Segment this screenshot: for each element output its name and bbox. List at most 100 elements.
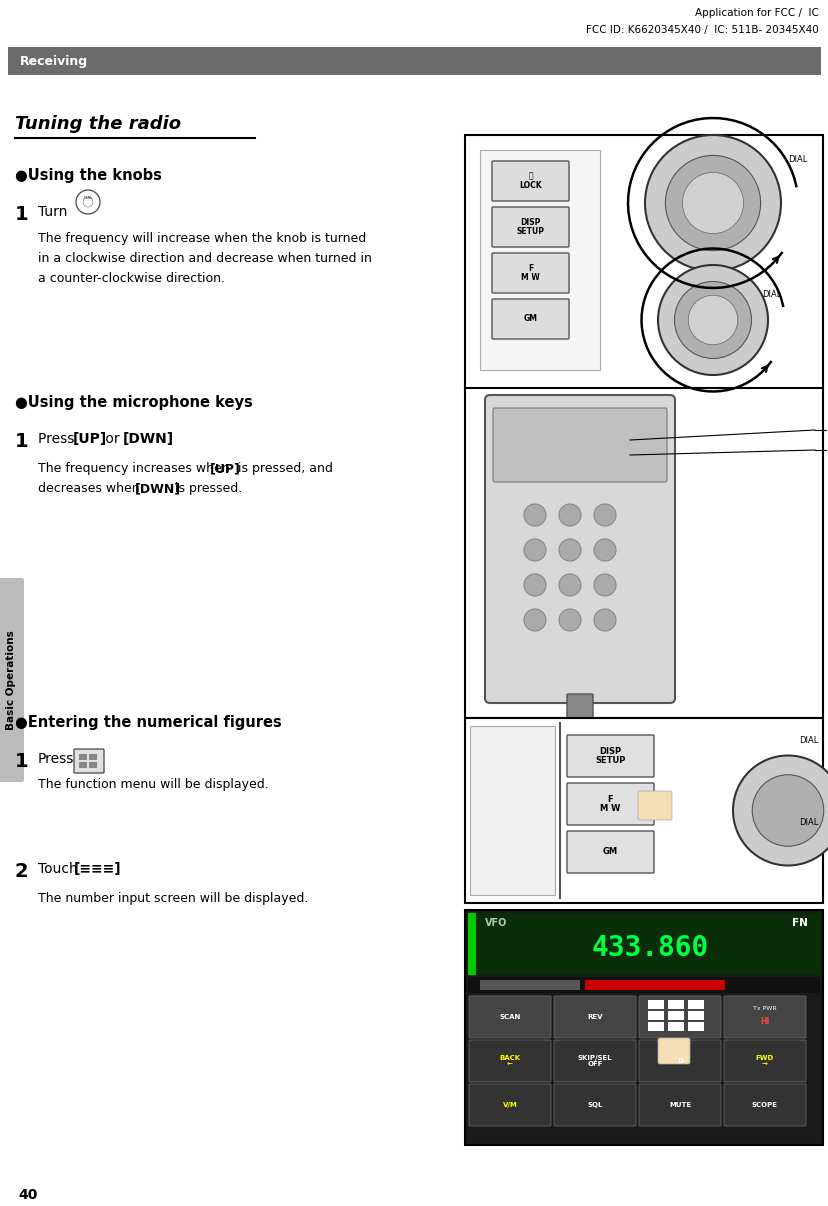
Text: or: or [101, 432, 124, 446]
Bar [647, 1011, 663, 1020]
Text: DISP
SETUP: DISP SETUP [595, 747, 625, 766]
Text: DISP
SETUP: DISP SETUP [516, 217, 544, 236]
Text: SKIP/SEL
OFF: SKIP/SEL OFF [577, 1055, 612, 1067]
Circle shape [751, 774, 823, 847]
Text: D: D [676, 1058, 682, 1064]
Circle shape [594, 539, 615, 561]
Text: ⋮⋮: ⋮⋮ [672, 1014, 686, 1020]
FancyBboxPatch shape [723, 1084, 805, 1126]
Text: is pressed, and: is pressed, and [233, 462, 333, 475]
Text: 1: 1 [15, 432, 29, 451]
Bar [667, 1021, 683, 1031]
FancyBboxPatch shape [566, 783, 653, 825]
Text: [DWN]: [DWN] [135, 482, 181, 494]
Bar [687, 1021, 703, 1031]
FancyBboxPatch shape [469, 1084, 551, 1126]
FancyBboxPatch shape [566, 693, 592, 724]
Text: DIAL: DIAL [787, 156, 806, 164]
FancyBboxPatch shape [553, 1040, 635, 1082]
Bar [468, 913, 475, 974]
FancyBboxPatch shape [553, 996, 635, 1038]
Circle shape [674, 281, 751, 358]
Text: SCOPE: SCOPE [751, 1102, 777, 1108]
Text: 2: 2 [15, 862, 29, 882]
FancyBboxPatch shape [469, 996, 551, 1038]
FancyBboxPatch shape [491, 207, 568, 247]
Circle shape [657, 265, 767, 375]
Text: 1: 1 [15, 753, 29, 771]
FancyBboxPatch shape [491, 160, 568, 201]
Text: The number input screen will be displayed.: The number input screen will be displaye… [38, 892, 308, 904]
Text: Press: Press [38, 753, 75, 766]
FancyBboxPatch shape [566, 831, 653, 873]
FancyBboxPatch shape [723, 996, 805, 1038]
Bar [667, 1000, 683, 1009]
Bar [89, 754, 97, 760]
Text: The function menu will be displayed.: The function menu will be displayed. [38, 778, 268, 791]
Text: The frequency will increase when the knob is turned: The frequency will increase when the kno… [38, 232, 366, 245]
Circle shape [523, 609, 546, 631]
FancyBboxPatch shape [638, 1084, 720, 1126]
Bar [585, 980, 724, 990]
Circle shape [558, 609, 580, 631]
FancyBboxPatch shape [638, 1040, 720, 1082]
Bar [469, 726, 554, 895]
Circle shape [732, 755, 828, 866]
Bar [465, 135, 822, 390]
Bar [465, 718, 822, 903]
Text: [DWN]: [DWN] [123, 432, 174, 446]
Circle shape [558, 539, 580, 561]
Text: DIAL: DIAL [83, 197, 93, 200]
Circle shape [665, 156, 759, 251]
FancyBboxPatch shape [553, 1084, 635, 1126]
Text: Application for FCC /  IC: Application for FCC / IC [695, 8, 818, 18]
Circle shape [523, 574, 546, 596]
FancyBboxPatch shape [638, 791, 672, 820]
Text: F
M W: F M W [599, 795, 620, 813]
Text: ⏻
LOCK: ⏻ LOCK [518, 171, 542, 191]
Text: MUTE: MUTE [668, 1102, 691, 1108]
Text: DIAL: DIAL [797, 818, 817, 827]
FancyBboxPatch shape [493, 408, 667, 482]
Text: FCC ID: K6620345X40 /  IC: 511B- 20345X40: FCC ID: K6620345X40 / IC: 511B- 20345X40 [585, 25, 818, 35]
Text: FWD
→: FWD → [755, 1055, 773, 1067]
Bar [465, 911, 822, 1144]
Text: SCAN: SCAN [498, 1014, 520, 1020]
Text: ●Using the knobs: ●Using the knobs [15, 168, 161, 183]
Text: UP: UP [827, 445, 828, 455]
Circle shape [558, 504, 580, 526]
Text: ●Using the microphone keys: ●Using the microphone keys [15, 396, 253, 410]
Circle shape [687, 295, 737, 345]
FancyBboxPatch shape [74, 749, 104, 773]
Bar [647, 1021, 663, 1031]
Text: The frequency increases when: The frequency increases when [38, 462, 233, 475]
Text: Receiving: Receiving [20, 54, 88, 68]
Bar [89, 762, 97, 768]
Bar [479, 150, 599, 370]
Text: Tx PWR: Tx PWR [753, 1007, 776, 1012]
Text: [UP]: [UP] [73, 432, 107, 446]
Text: a counter-clockwise direction.: a counter-clockwise direction. [38, 273, 224, 285]
Text: 433.860: 433.860 [590, 933, 708, 962]
Circle shape [644, 135, 780, 271]
Bar [479, 980, 580, 990]
Text: HI: HI [759, 1018, 768, 1026]
Text: F
M W: F M W [521, 264, 539, 282]
Text: REV: REV [586, 1014, 602, 1020]
Text: VFO: VFO [484, 918, 507, 927]
Circle shape [681, 172, 743, 234]
Bar [667, 1011, 683, 1020]
Circle shape [523, 504, 546, 526]
Bar [465, 388, 822, 718]
FancyBboxPatch shape [491, 253, 568, 293]
Text: FN: FN [792, 918, 807, 927]
Bar [79, 754, 87, 760]
Text: [≡≡≡]: [≡≡≡] [74, 862, 122, 876]
Text: 1: 1 [15, 205, 29, 224]
FancyBboxPatch shape [657, 1038, 689, 1064]
Text: Tuning the radio: Tuning the radio [15, 115, 181, 133]
Text: is pressed.: is pressed. [171, 482, 242, 494]
FancyBboxPatch shape [638, 996, 720, 1038]
Text: DWN: DWN [827, 425, 828, 435]
Text: Touch: Touch [38, 862, 82, 876]
